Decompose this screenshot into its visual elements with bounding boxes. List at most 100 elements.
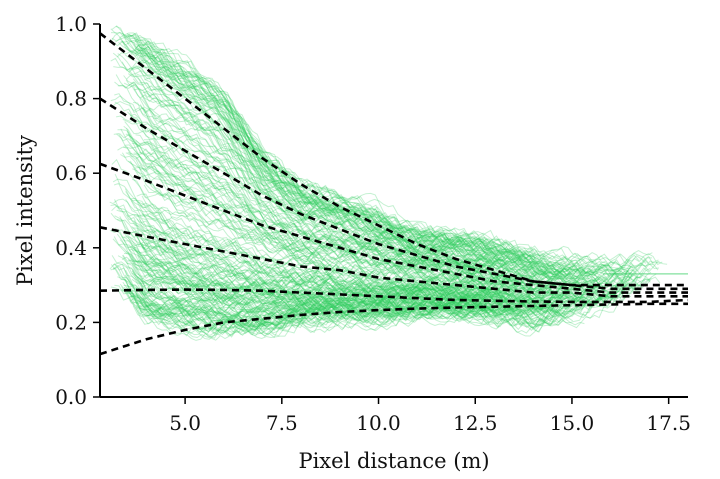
observed-profile-line — [114, 38, 631, 284]
observed-profile-line — [113, 198, 565, 295]
observed-profile-line — [144, 77, 591, 281]
observed-profile-line — [109, 229, 477, 306]
observed-profile-line — [112, 229, 582, 312]
observed-profile-line — [124, 188, 562, 287]
observed-profile-line — [128, 33, 500, 246]
observed-profile-line — [122, 281, 602, 331]
observed-profile-line — [129, 272, 632, 335]
observed-profile-line — [133, 152, 534, 284]
observed-profile-line — [130, 245, 601, 317]
observed-profile-line — [114, 81, 566, 292]
x-axis-title: Pixel distance (m) — [298, 449, 489, 473]
observed-profile-line — [111, 25, 596, 279]
observed-profile-line — [132, 168, 560, 288]
observed-profile-line — [129, 287, 554, 337]
observed-profile-line — [130, 294, 559, 341]
observed-profile-line — [128, 33, 663, 277]
observed-profile-line — [113, 133, 532, 287]
observed-profile-line — [131, 270, 481, 317]
observed-profile-line — [110, 267, 622, 329]
observed-profile-line — [114, 173, 589, 295]
observed-profile-line — [129, 268, 651, 340]
observed-profile-line — [110, 95, 497, 271]
observed-profile-line — [142, 90, 608, 294]
y-tick-label: 0.6 — [55, 161, 87, 185]
observed-profile-line — [139, 64, 535, 262]
x-tick-label: 15.0 — [550, 411, 595, 435]
observed-profile-line — [125, 199, 641, 304]
observed-profile-line — [137, 259, 594, 321]
x-tick-label: 17.5 — [646, 411, 691, 435]
observed-profile-line — [120, 39, 567, 262]
observed-profile-line — [119, 133, 589, 287]
observed-profile-line — [123, 81, 566, 281]
observed-profile-line — [115, 25, 571, 275]
observed-profile-line — [133, 101, 538, 276]
observed-profile-line — [130, 197, 596, 306]
observed-profile-line — [116, 219, 526, 312]
observed-profile-line — [141, 50, 514, 266]
observed-profile-line — [125, 32, 586, 273]
observed-profile-line — [111, 34, 582, 267]
observed-profile-line — [126, 214, 639, 310]
observed-profile-line — [126, 127, 633, 295]
observed-profile-line — [126, 275, 639, 331]
observed-profile-line — [135, 282, 629, 328]
observed-profile-line — [122, 32, 564, 280]
observed-profile-line — [117, 129, 596, 288]
observed-profile-line — [110, 286, 585, 338]
observed-profile-line — [110, 212, 632, 303]
observed-profile-line — [115, 264, 645, 328]
observed-profile-line — [118, 244, 500, 314]
x-axis-ticks: 5.0 7.5 10.0 12.5 15.0 17.5 — [169, 397, 691, 435]
observed-profile-line — [137, 45, 659, 281]
observed-profile-line — [134, 51, 488, 257]
observed-profile-line — [124, 54, 534, 257]
observed-profile-line — [132, 227, 607, 303]
observed-profile-line — [138, 229, 497, 304]
observed-profile-line — [120, 128, 563, 279]
observed-profile-line — [112, 41, 573, 266]
observed-profile-line — [132, 269, 556, 319]
observed-profile-line — [114, 215, 626, 306]
observed-profile-line — [139, 104, 624, 294]
observed-profile-line — [126, 262, 615, 324]
observed-profile-line — [134, 49, 586, 272]
observed-profile-line — [136, 299, 569, 336]
observed-profile-line — [132, 249, 583, 311]
x-tick-label: 7.5 — [266, 411, 298, 435]
observed-profile-line — [117, 255, 564, 334]
observed-profile-line — [116, 133, 521, 283]
observed-profile-line — [114, 101, 654, 284]
observed-profile-line — [121, 40, 536, 260]
observed-profile-line — [140, 205, 559, 301]
observed-profile-line — [143, 254, 604, 315]
observed-profile-line — [128, 160, 487, 282]
observed-profile-line — [120, 154, 483, 278]
observed-profile-line — [135, 140, 568, 279]
observed-profiles — [109, 25, 688, 341]
observed-profile-line — [128, 65, 599, 285]
observed-profile-line — [140, 49, 606, 280]
observed-profile-line — [133, 44, 608, 285]
observed-profile-line — [109, 263, 519, 331]
observed-profile-line — [136, 274, 639, 332]
fitted-curve-3 — [99, 162, 688, 294]
observed-profile-line — [136, 193, 476, 292]
observed-profile-line — [112, 52, 536, 270]
observed-profile-line — [121, 236, 559, 316]
observed-profile-line — [136, 276, 551, 323]
fitted-curve-2 — [99, 97, 688, 291]
observed-profile-line — [142, 107, 548, 278]
observed-profile-line — [128, 69, 571, 275]
observed-profile-line — [135, 40, 647, 277]
observed-profile-line — [141, 243, 631, 313]
observed-profile-line — [116, 50, 637, 284]
observed-profile-line — [141, 245, 556, 309]
observed-profile-line — [138, 303, 529, 336]
observed-profile-line — [135, 41, 614, 265]
observed-profile-line — [122, 254, 486, 315]
observed-profile-line — [110, 57, 492, 262]
observed-profile-line — [134, 166, 520, 287]
observed-profile-line — [139, 295, 522, 327]
